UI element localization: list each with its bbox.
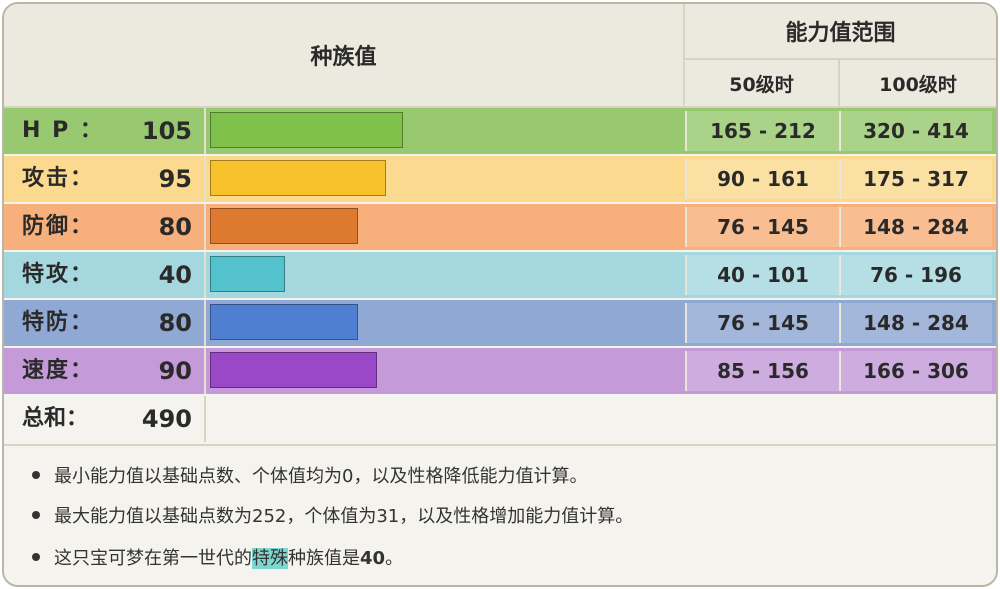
note-item: 这只宝可梦在第一世代的特殊种族值是40。 <box>32 544 403 574</box>
stat-label: 防御： <box>22 214 95 239</box>
range-level-100: 320 - 414 <box>840 111 992 151</box>
stat-label: 特攻： <box>22 262 95 287</box>
stat-bar-track <box>204 156 685 202</box>
special-stat-value: 40 <box>360 548 386 569</box>
stat-row-hp: H P ： 105 165 - 212 320 - 414 <box>4 108 996 154</box>
stat-value: 95 <box>158 165 192 193</box>
note-text-mid: 种族值是 <box>288 548 360 569</box>
stat-bar <box>210 304 358 340</box>
total-label: 总和： <box>22 406 89 431</box>
stat-label: 攻击： <box>22 166 95 191</box>
stat-label: 速度： <box>22 358 95 383</box>
stat-row-attack: 攻击： 95 90 - 161 175 - 317 <box>4 156 996 202</box>
stat-bar-track <box>204 108 685 154</box>
range-level-100: 76 - 196 <box>840 255 992 295</box>
notes-list: 最小能力值以基础点数、个体值均为0，以及性格降低能力值计算。 最大能力值以基础点… <box>4 444 996 585</box>
range-level-50: 40 - 101 <box>685 255 841 295</box>
stat-value: 90 <box>158 357 192 385</box>
stat-range-header: 能力值范围 <box>685 4 996 60</box>
stat-bar <box>210 160 386 196</box>
note-text: 最大能力值以基础点数为252，个体值为31，以及性格增加能力值计算。 <box>54 506 634 527</box>
stat-row-speed: 速度： 90 85 - 156 166 - 306 <box>4 348 996 394</box>
note-text: 最小能力值以基础点数、个体值均为0，以及性格降低能力值计算。 <box>54 466 588 487</box>
range-level-100: 175 - 317 <box>840 159 992 199</box>
range-level-50: 90 - 161 <box>685 159 841 199</box>
note-item: 最大能力值以基础点数为252，个体值为31，以及性格增加能力值计算。 <box>32 502 633 532</box>
bullet-icon <box>32 553 40 561</box>
total-value: 490 <box>141 405 192 433</box>
stat-label: 特防： <box>22 310 95 335</box>
note-text-prefix: 这只宝可梦在第一世代的 <box>54 548 252 569</box>
range-level-50: 76 - 145 <box>685 303 841 343</box>
divider <box>204 396 206 442</box>
stat-value: 105 <box>141 117 192 145</box>
bullet-icon <box>32 511 40 519</box>
stat-bar-track <box>204 348 685 394</box>
stat-bar <box>210 352 377 388</box>
stat-bar <box>210 208 358 244</box>
range-level-100: 148 - 284 <box>840 303 992 343</box>
range-level-50: 85 - 156 <box>685 351 841 391</box>
stat-bar-track <box>204 204 685 250</box>
stat-label: H P ： <box>22 118 104 143</box>
stat-row-sp-defense: 特防： 80 76 - 145 148 - 284 <box>4 300 996 346</box>
stat-row-sp-attack: 特攻： 40 40 - 101 76 - 196 <box>4 252 996 298</box>
note-text-end: 。 <box>385 548 404 569</box>
stat-bar-track <box>204 300 685 346</box>
note-item: 最小能力值以基础点数、个体值均为0，以及性格降低能力值计算。 <box>32 462 587 492</box>
range-level-100: 166 - 306 <box>840 351 992 391</box>
stat-bar <box>210 112 403 148</box>
stat-row-defense: 防御： 80 76 - 145 148 - 284 <box>4 204 996 250</box>
stat-value: 40 <box>158 261 192 289</box>
table-header: 种族值 能力值范围 50级时 100级时 <box>4 4 996 108</box>
range-level-100: 148 - 284 <box>840 207 992 247</box>
stat-bar <box>210 256 285 292</box>
stat-value: 80 <box>158 309 192 337</box>
base-stats-header: 种族值 <box>4 4 685 106</box>
range-level-50: 76 - 145 <box>685 207 841 247</box>
stat-row-total: 总和： 490 <box>4 396 996 442</box>
stat-bar-track <box>204 252 685 298</box>
special-stat-link[interactable]: 特殊 <box>252 548 288 569</box>
level-100-header: 100级时 <box>879 73 957 96</box>
bullet-icon <box>32 471 40 479</box>
range-level-50: 165 - 212 <box>685 111 841 151</box>
level-50-header: 50级时 <box>685 60 840 106</box>
stat-value: 80 <box>158 213 192 241</box>
